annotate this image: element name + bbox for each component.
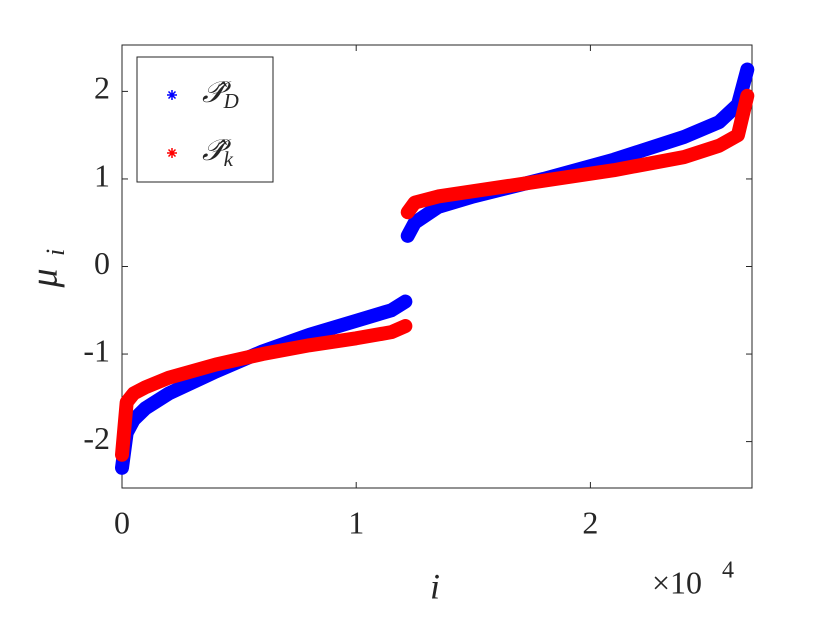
point	[351, 333, 362, 344]
point	[714, 140, 725, 151]
point	[468, 186, 479, 197]
legend-box	[136, 56, 274, 183]
y-tick-label: -1	[83, 332, 110, 368]
series	[115, 88, 755, 462]
point	[304, 340, 315, 351]
point	[210, 359, 221, 370]
point	[742, 64, 753, 75]
legend: 𝒫̂D𝒫̂k	[136, 56, 274, 183]
x-tick-label: 2	[582, 504, 598, 540]
legend-marker	[167, 148, 177, 158]
point	[163, 388, 174, 399]
y-axis-label-sub: i	[41, 249, 70, 256]
point	[538, 175, 549, 186]
point	[402, 230, 413, 241]
point	[386, 327, 397, 338]
x-multiplier: ×10	[652, 564, 702, 600]
point	[351, 315, 362, 326]
point	[128, 414, 139, 425]
point	[402, 207, 413, 218]
point	[140, 403, 151, 414]
legend-marker	[167, 90, 177, 100]
point	[679, 131, 690, 142]
y-axis-label: μi	[24, 249, 70, 289]
x-tick-label: 0	[114, 504, 130, 540]
point	[400, 296, 411, 307]
x-axis-label: i	[430, 566, 440, 606]
y-tick-label: 0	[94, 245, 110, 281]
point	[117, 462, 127, 473]
point	[400, 321, 411, 332]
point	[608, 165, 619, 176]
y-tick-label: 1	[94, 157, 110, 193]
point	[433, 201, 444, 212]
x-tick-label: 1	[348, 504, 364, 540]
point	[714, 117, 725, 128]
point	[409, 217, 420, 228]
y-tick-label: -2	[83, 420, 110, 456]
point	[128, 388, 139, 399]
point	[433, 191, 444, 202]
point	[732, 130, 743, 141]
y-axis-label-main: μ	[24, 268, 66, 288]
point	[409, 197, 420, 208]
y-tick-label: 2	[94, 70, 110, 106]
point	[140, 382, 151, 393]
point	[257, 349, 268, 360]
point	[608, 154, 619, 165]
point	[304, 329, 315, 340]
point	[386, 305, 397, 316]
point	[732, 99, 743, 110]
point	[121, 397, 132, 408]
point	[163, 372, 174, 383]
point	[742, 90, 753, 101]
x-multiplier-exponent: 4	[722, 558, 734, 584]
point	[679, 152, 690, 163]
point	[117, 449, 127, 460]
